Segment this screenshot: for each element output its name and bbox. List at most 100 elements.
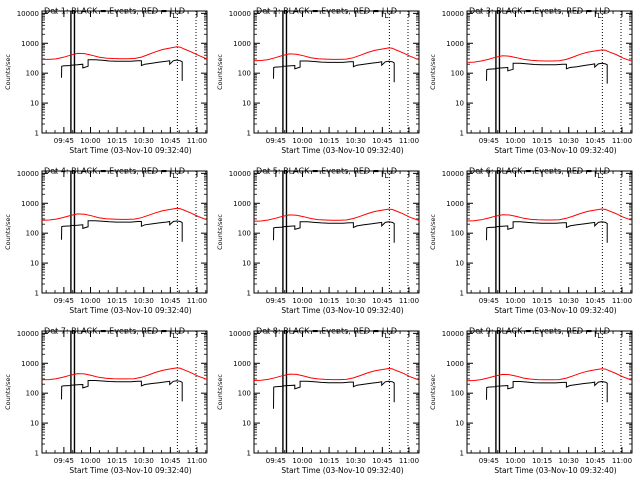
x-tick-label: 10:00 [292,297,312,305]
y-tick-label: 100 [238,70,251,78]
x-tick-label: 10:45 [585,457,605,465]
x-tick-label: 10:30 [559,137,579,145]
x-tick-label: 10:00 [505,457,525,465]
panel-title: Det 3: BLACK = Events, RED = LLD [469,7,610,16]
legend-corner-label: L [172,332,176,340]
x-tick-label: 10:45 [585,297,605,305]
x-axis-label: Start Time (03-Nov-10 09:32:40) [281,466,403,475]
x-tick-label: 10:45 [372,137,392,145]
y-tick-label: 100 [451,70,464,78]
y-tick-label: 1 [35,290,39,298]
y-tick-label: 100 [238,230,251,238]
y-tick-label: 1000 [21,360,39,368]
x-tick-label: 11:00 [187,297,207,305]
x-tick-label: 11:00 [187,137,207,145]
panel-det-5: 1 10 100 1000 10000 09:45 10:00 10:15 10:30 10:45… [216,167,420,315]
x-tick-label: 10:00 [292,457,312,465]
y-tick-label: 1000 [233,360,251,368]
y-axis-label: Counts/sec [216,214,224,250]
x-tick-label: 10:45 [585,137,605,145]
y-tick-label: 1 [460,450,464,458]
x-tick-label: 10:00 [505,137,525,145]
y-tick-label: 1000 [233,40,251,48]
x-tick-label: 09:45 [266,137,286,145]
y-tick-label: 10 [30,420,39,428]
y-tick-label: 10000 [442,330,464,338]
plot-frame [253,170,420,294]
y-tick-label: 10000 [229,10,251,18]
y-tick-label: 100 [26,70,39,78]
panel-title: Det 5: BLACK = Events, RED = LLD [256,167,397,176]
y-axis-label: Counts/sec [4,374,12,410]
panel-title: Det 4: BLACK = Events, RED = LLD [44,167,185,176]
series-line-events [61,59,183,81]
plot-frame [41,10,208,134]
x-tick-label: 10:30 [346,457,366,465]
x-tick-label: 09:45 [266,457,286,465]
y-axis-label: Counts/sec [4,54,12,90]
y-tick-label: 100 [238,390,251,398]
x-tick-label: 10:15 [319,457,339,465]
legend-corner-label: L [597,12,601,20]
x-tick-label: 11:00 [399,297,419,305]
y-tick-label: 1000 [446,200,464,208]
y-axis-label: Counts/sec [429,54,437,90]
y-tick-label: 10 [242,100,251,108]
plot-frame [41,330,208,454]
x-tick-label: 10:15 [319,137,339,145]
panel-det-2: 1 10 100 1000 10000 09:45 10:00 10:15 10:30 10:45… [216,7,420,155]
x-tick-label: 11:00 [612,457,632,465]
series-line-lld [41,367,208,381]
x-tick-label: 10:15 [319,297,339,305]
y-tick-label: 100 [26,230,39,238]
series-line-events [486,380,608,403]
panel-det-3: 1 10 100 1000 10000 09:45 10:00 10:15 10:30 10:45… [429,7,633,155]
series-line-lld [253,47,420,62]
panel-det-8: 1 10 100 1000 10000 09:45 10:00 10:15 10:30 10:45… [216,327,420,475]
y-tick-label: 10 [30,260,39,268]
y-axis-label: Counts/sec [4,214,12,250]
y-tick-label: 1 [460,290,464,298]
legend-corner-label: L [172,172,176,180]
y-tick-label: 1 [35,450,39,458]
x-tick-label: 10:30 [346,137,366,145]
y-tick-label: 1 [247,450,251,458]
panel-title: Det 1: BLACK = Events, RED = LLD [44,7,185,16]
plot-frame [466,10,633,134]
x-tick-label: 10:00 [292,137,312,145]
x-axis-label: Start Time (03-Nov-10 09:32:40) [69,466,191,475]
x-axis-label: Start Time (03-Nov-10 09:32:40) [69,146,191,155]
y-tick-label: 10000 [17,10,39,18]
x-axis-label: Start Time (03-Nov-10 09:32:40) [281,146,403,155]
panel-det-7: 1 10 100 1000 10000 09:45 10:00 10:15 10:30 10:45… [4,327,208,475]
panel-title: Det 8: BLACK = Events, RED = LLD [256,327,397,336]
y-tick-label: 10000 [229,330,251,338]
x-tick-label: 09:45 [266,297,286,305]
x-tick-label: 11:00 [399,457,419,465]
plot-frame [253,330,420,454]
series-line-lld [466,208,633,222]
panel-det-1: 1 10 100 1000 10000 09:45 10:00 10:15 10:30 10:45… [4,7,208,155]
series-line-lld [253,367,420,381]
series-line-events [486,221,608,243]
x-tick-label: 10:30 [559,457,579,465]
x-tick-label: 11:00 [612,137,632,145]
x-tick-label: 10:45 [372,457,392,465]
series-line-events [61,380,183,402]
y-tick-label: 10 [455,420,464,428]
y-tick-label: 1 [460,130,464,138]
y-tick-label: 10000 [229,170,251,178]
y-tick-label: 10 [242,420,251,428]
series-line-lld [41,207,208,221]
x-tick-label: 10:00 [80,457,100,465]
x-axis-label: Start Time (03-Nov-10 09:32:40) [69,306,191,315]
y-tick-label: 10 [455,260,464,268]
panel-title: Det 2: BLACK = Events, RED = LLD [256,7,397,16]
legend-corner-label: L [384,332,388,340]
x-tick-label: 10:30 [134,137,154,145]
x-tick-label: 10:15 [107,297,127,305]
y-tick-label: 10 [455,100,464,108]
plot-frame [253,10,420,134]
series-line-lld [253,208,420,222]
x-tick-label: 09:45 [479,297,499,305]
